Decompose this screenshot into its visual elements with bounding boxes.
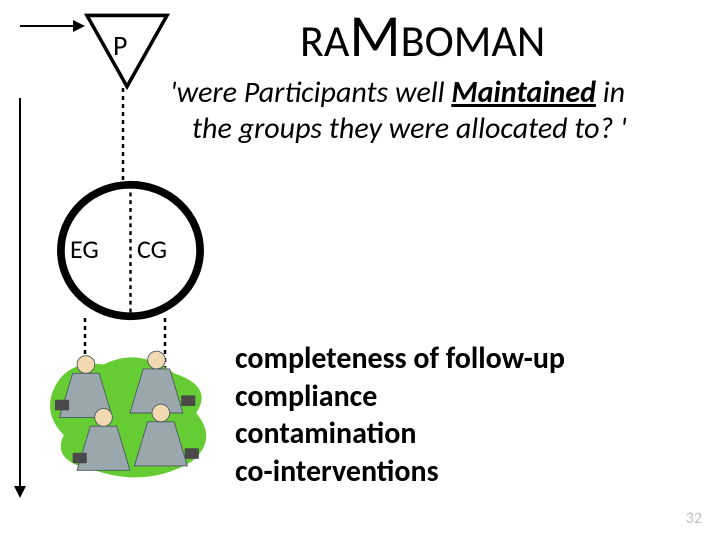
subtitle-text: 'were Participants well Maintained in th… <box>170 75 710 147</box>
criteria-list: completeness of follow-up compliance con… <box>235 340 565 490</box>
control-group-label: CG <box>135 233 169 265</box>
title-big-letter: M <box>349 0 400 73</box>
subtitle-line1-post: in <box>596 74 625 111</box>
criteria-item: completeness of follow-up <box>235 340 565 378</box>
dashed-connector-top <box>118 88 128 183</box>
title-post: BOMAN <box>401 14 546 68</box>
timeline-arrow <box>10 98 30 498</box>
title-pre: RA <box>300 14 349 68</box>
criteria-item: compliance <box>235 378 565 416</box>
page-number: 32 <box>686 509 702 528</box>
criteria-item: co-interventions <box>235 453 565 491</box>
criteria-item: contamination <box>235 415 565 453</box>
experimental-group-label: EG <box>68 233 101 265</box>
people-clipart <box>40 338 220 488</box>
population-label: P <box>113 28 127 63</box>
trial-diagram: P EG CG <box>10 8 240 528</box>
arrow-to-triangle <box>20 16 85 36</box>
slide-title: RAMBOMAN <box>300 0 545 73</box>
subtitle-highlight: Maintained <box>451 74 596 111</box>
